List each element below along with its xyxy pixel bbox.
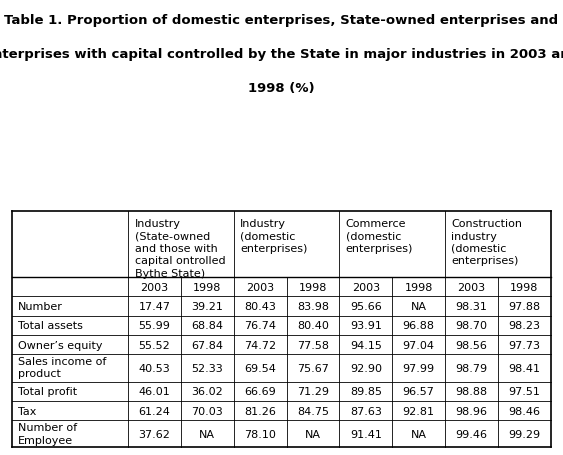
- Text: Sales income of
product: Sales income of product: [18, 356, 106, 379]
- Text: 36.02: 36.02: [191, 387, 223, 397]
- Text: 92.90: 92.90: [350, 363, 382, 373]
- Text: 98.41: 98.41: [508, 363, 540, 373]
- Text: 93.91: 93.91: [350, 321, 382, 331]
- Text: 2003: 2003: [352, 282, 380, 292]
- Text: 80.40: 80.40: [297, 321, 329, 331]
- Text: Number of
Employee: Number of Employee: [18, 422, 77, 445]
- Text: 97.51: 97.51: [508, 387, 540, 397]
- Text: 46.01: 46.01: [138, 387, 171, 397]
- Text: 17.47: 17.47: [138, 301, 171, 311]
- Text: 74.72: 74.72: [244, 340, 276, 350]
- Text: 98.31: 98.31: [455, 301, 488, 311]
- Text: enterprises with capital controlled by the State in major industries in 2003 and: enterprises with capital controlled by t…: [0, 48, 563, 61]
- Text: 1998: 1998: [404, 282, 433, 292]
- Text: 1998: 1998: [510, 282, 538, 292]
- Text: Table 1. Proportion of domestic enterprises, State-owned enterprises and: Table 1. Proportion of domestic enterpri…: [5, 14, 558, 27]
- Text: 97.99: 97.99: [403, 363, 435, 373]
- Text: 92.81: 92.81: [403, 406, 435, 416]
- Text: 98.46: 98.46: [508, 406, 540, 416]
- Text: NA: NA: [199, 429, 215, 439]
- Text: Tax: Tax: [18, 406, 36, 416]
- Text: Number: Number: [18, 301, 62, 311]
- Text: 70.03: 70.03: [191, 406, 223, 416]
- Text: 99.46: 99.46: [455, 429, 488, 439]
- Text: 98.56: 98.56: [455, 340, 488, 350]
- Text: 67.84: 67.84: [191, 340, 224, 350]
- Text: NA: NA: [410, 301, 427, 311]
- Text: 2003: 2003: [140, 282, 168, 292]
- Text: Industry
(domestic
enterprises): Industry (domestic enterprises): [240, 219, 307, 253]
- Text: Total assets: Total assets: [18, 321, 83, 331]
- Text: 83.98: 83.98: [297, 301, 329, 311]
- Text: 77.58: 77.58: [297, 340, 329, 350]
- Text: 98.88: 98.88: [455, 387, 488, 397]
- Text: 39.21: 39.21: [191, 301, 224, 311]
- Text: Construction
industry
(domestic
enterprises): Construction industry (domestic enterpri…: [452, 219, 522, 266]
- Text: 91.41: 91.41: [350, 429, 382, 439]
- Text: 71.29: 71.29: [297, 387, 329, 397]
- Text: 89.85: 89.85: [350, 387, 382, 397]
- Text: 98.23: 98.23: [508, 321, 540, 331]
- Text: 76.74: 76.74: [244, 321, 276, 331]
- Text: 98.70: 98.70: [455, 321, 488, 331]
- Text: 1998: 1998: [193, 282, 221, 292]
- Text: 96.57: 96.57: [403, 387, 435, 397]
- Text: 55.99: 55.99: [138, 321, 171, 331]
- Text: 75.67: 75.67: [297, 363, 329, 373]
- Text: 97.88: 97.88: [508, 301, 540, 311]
- Text: 81.26: 81.26: [244, 406, 276, 416]
- Text: Commerce
(domestic
enterprises): Commerce (domestic enterprises): [346, 219, 413, 253]
- Text: 97.04: 97.04: [403, 340, 435, 350]
- Text: 97.73: 97.73: [508, 340, 540, 350]
- Text: Industry
(State-owned
and those with
capital ontrolled
Bythe State): Industry (State-owned and those with cap…: [135, 219, 225, 278]
- Text: 98.79: 98.79: [455, 363, 488, 373]
- Text: NA: NA: [305, 429, 321, 439]
- Text: 69.54: 69.54: [244, 363, 276, 373]
- Text: 99.29: 99.29: [508, 429, 540, 439]
- Text: 96.88: 96.88: [403, 321, 435, 331]
- Text: 2003: 2003: [457, 282, 485, 292]
- Text: 78.10: 78.10: [244, 429, 276, 439]
- Text: Owner’s equity: Owner’s equity: [18, 340, 102, 350]
- Text: 95.66: 95.66: [350, 301, 382, 311]
- Text: NA: NA: [410, 429, 427, 439]
- Text: 66.69: 66.69: [244, 387, 276, 397]
- Text: 2003: 2003: [246, 282, 274, 292]
- Text: 94.15: 94.15: [350, 340, 382, 350]
- Text: 40.53: 40.53: [138, 363, 171, 373]
- Text: 80.43: 80.43: [244, 301, 276, 311]
- Text: 1998: 1998: [299, 282, 327, 292]
- Text: 52.33: 52.33: [191, 363, 223, 373]
- Text: 84.75: 84.75: [297, 406, 329, 416]
- Text: Total profit: Total profit: [18, 387, 77, 397]
- Text: 87.63: 87.63: [350, 406, 382, 416]
- Text: 61.24: 61.24: [138, 406, 171, 416]
- Text: 98.96: 98.96: [455, 406, 488, 416]
- Text: 55.52: 55.52: [138, 340, 171, 350]
- Text: 68.84: 68.84: [191, 321, 224, 331]
- Text: 1998 (%): 1998 (%): [248, 82, 315, 95]
- Text: 37.62: 37.62: [138, 429, 171, 439]
